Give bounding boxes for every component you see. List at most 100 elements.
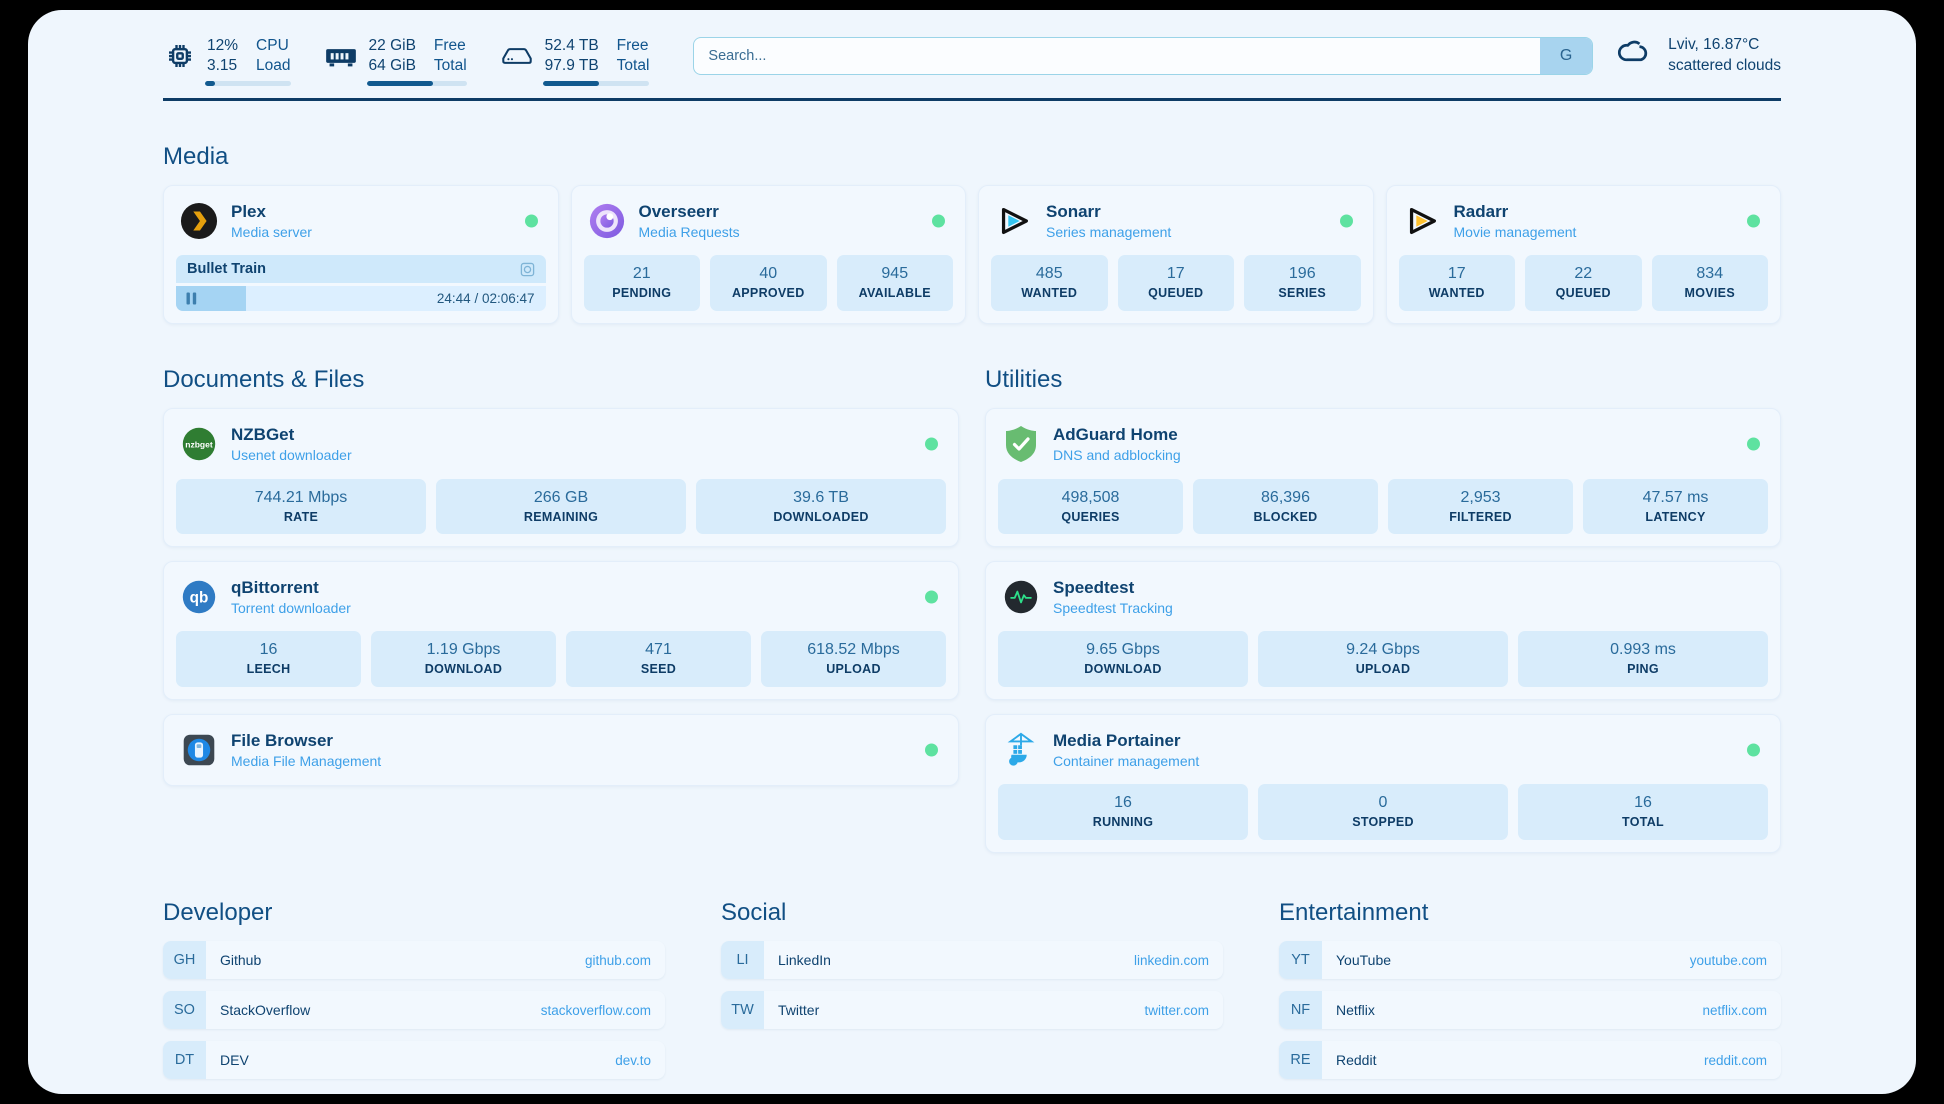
- now-playing-bar: Bullet Train: [176, 255, 546, 284]
- service-description: Series management: [1046, 224, 1172, 241]
- stat-item: 618.52 Mbps UPLOAD: [761, 631, 946, 688]
- service-card-overseerr[interactable]: Overseerr Media Requests 21 PENDING 40 A…: [570, 185, 966, 325]
- stats-row: 9.65 Gbps DOWNLOAD 9.24 Gbps UPLOAD 0.99…: [998, 631, 1768, 688]
- stats-row: 17 WANTED 22 QUEUED 834 MOVIES: [1398, 255, 1768, 311]
- stat-value: 17: [1447, 265, 1466, 283]
- stat-value: 0.993 ms: [1610, 641, 1676, 659]
- service-name: Sonarr: [1046, 202, 1101, 221]
- stat-value: 0: [1378, 794, 1388, 812]
- stat-label: QUERIES: [1061, 509, 1120, 524]
- stat-item: 39.6 TB DOWNLOADED: [696, 478, 946, 535]
- stat-value: 618.52 Mbps: [807, 641, 900, 659]
- bookmark-item-linkedin[interactable]: LI LinkedIn linkedin.com: [721, 941, 1223, 979]
- card-header: qb qBittorrent Torrent downloader: [176, 574, 946, 620]
- disk-total: 97.9 TB: [544, 57, 599, 74]
- cpu-percent: 12%: [207, 36, 239, 54]
- lower-columns: Documents & Files nzbget NZBGet: [163, 324, 1781, 853]
- filebrowser-icon: [180, 731, 218, 769]
- bookmark-url: github.com: [584, 952, 651, 968]
- status-indicator: [925, 437, 938, 451]
- stat-label: DOWNLOAD: [1084, 662, 1162, 677]
- service-card-file-browser[interactable]: File Browser Media File Management: [163, 714, 959, 787]
- service-name: AdGuard Home: [1053, 425, 1178, 445]
- media-card-grid: Plex Media server Bullet Train: [163, 185, 1781, 325]
- memory-label-top: Free: [433, 36, 466, 54]
- stat-value: 17: [1166, 265, 1185, 283]
- stats-row: 21 PENDING 40 APPROVED 945 AVAILABLE: [583, 255, 953, 311]
- service-name: Plex: [231, 202, 266, 221]
- cast-icon[interactable]: [520, 262, 535, 277]
- bookmark-item-dev[interactable]: DT DEV dev.to: [163, 1041, 665, 1079]
- section-title-documents: Documents & Files: [163, 366, 365, 394]
- stat-value: 47.57 ms: [1642, 488, 1709, 506]
- service-description: Torrent downloader: [231, 600, 351, 617]
- status-indicator: [524, 214, 538, 228]
- bookmark-item-github[interactable]: GH Github github.com: [163, 941, 665, 979]
- card-header: Media Portainer Container management: [998, 727, 1768, 773]
- plex-icon: [180, 202, 218, 240]
- header-divider: [163, 98, 1781, 101]
- search-box[interactable]: G: [693, 37, 1594, 75]
- weather-location-temp: Lviv, 16.87°C: [1668, 36, 1760, 54]
- bookmark-url: stackoverflow.com: [540, 1002, 651, 1018]
- bookmark-name: Github: [220, 952, 262, 968]
- service-name: File Browser: [231, 731, 334, 751]
- service-card-speedtest[interactable]: Speedtest Speedtest Tracking 9.65 Gbps D…: [985, 561, 1781, 701]
- bookmark-item-stackoverflow[interactable]: SO StackOverflow stackoverflow.com: [163, 991, 665, 1029]
- bookmark-item-youtube[interactable]: YT YouTube youtube.com: [1279, 941, 1781, 979]
- bookmark-item-twitter[interactable]: TW Twitter twitter.com: [721, 991, 1223, 1029]
- service-name: NZBGet: [231, 425, 295, 445]
- cpu-label-bottom: Load: [256, 57, 291, 74]
- cpu-widget[interactable]: 12% 3.15 CPU Load: [163, 36, 291, 87]
- card-header: Sonarr Series management: [991, 198, 1361, 244]
- stat-value: 945: [881, 265, 909, 283]
- ram-icon: [325, 40, 358, 73]
- disk-widget[interactable]: 52.4 TB 97.9 TB Free Total: [501, 36, 650, 87]
- stat-value: 471: [645, 641, 672, 659]
- stat-item: 196 SERIES: [1244, 255, 1361, 311]
- service-name: Radarr: [1453, 202, 1509, 221]
- bookmark-item-reddit[interactable]: RE Reddit reddit.com: [1279, 1041, 1781, 1079]
- service-card-adguard-home[interactable]: AdGuard Home DNS and adblocking 498,508 …: [985, 408, 1781, 548]
- card-header: Speedtest Speedtest Tracking: [998, 574, 1768, 620]
- service-card-qbittorrent[interactable]: qb qBittorrent Torrent downloader: [163, 561, 959, 701]
- stat-value: 40: [759, 265, 778, 283]
- search-engine-button[interactable]: G: [1540, 38, 1593, 74]
- playback-progress-bar[interactable]: 24:44 / 02:06:47: [176, 286, 546, 312]
- stat-value: 86,396: [1261, 488, 1310, 506]
- stat-item: 9.65 Gbps DOWNLOAD: [998, 631, 1248, 688]
- bookmark-url: dev.to: [615, 1052, 651, 1068]
- stat-label: QUEUED: [1555, 286, 1611, 301]
- stats-row: 16 RUNNING 0 STOPPED 16 TOTAL: [998, 784, 1768, 840]
- stat-item: 16 LEECH: [176, 631, 361, 688]
- search-input[interactable]: [694, 38, 1541, 74]
- pause-icon[interactable]: [186, 292, 197, 305]
- stats-row: 744.21 Mbps RATE 266 GB REMAINING 39.6 T…: [176, 478, 946, 535]
- stat-value: 16: [259, 641, 278, 659]
- service-card-nzbget[interactable]: nzbget NZBGet Usenet downloader 74: [163, 408, 959, 548]
- service-card-plex[interactable]: Plex Media server Bullet Train: [163, 185, 559, 325]
- bookmark-name: StackOverflow: [220, 1002, 311, 1018]
- service-card-media-portainer[interactable]: Media Portainer Container management 16 …: [985, 714, 1781, 853]
- memory-usage-bar: [366, 81, 467, 87]
- stats-row: 16 LEECH 1.19 Gbps DOWNLOAD 471 SEED: [176, 631, 946, 688]
- status-indicator: [925, 743, 938, 757]
- service-card-sonarr[interactable]: Sonarr Series management 485 WANTED 17 Q…: [978, 185, 1374, 325]
- radarr-icon: [1403, 202, 1441, 240]
- top-bar: 12% 3.15 CPU Load: [163, 10, 1781, 87]
- stat-value: 485: [1035, 265, 1063, 283]
- search-area: G: [693, 37, 1594, 75]
- memory-widget[interactable]: 22 GiB 64 GiB Free Total: [325, 36, 467, 87]
- service-name: qBittorrent: [231, 578, 319, 598]
- stat-item: 17 WANTED: [1398, 255, 1515, 311]
- stat-value: 9.65 Gbps: [1086, 641, 1160, 659]
- cpu-usage-bar: [205, 81, 291, 87]
- service-description: Usenet downloader: [231, 447, 352, 464]
- stat-item: 0.993 ms PING: [1518, 631, 1768, 688]
- service-card-radarr[interactable]: Radarr Movie management 17 WANTED 22 QUE…: [1385, 185, 1781, 325]
- bookmark-item-netflix[interactable]: NF Netflix netflix.com: [1279, 991, 1781, 1029]
- stat-label: LATENCY: [1645, 509, 1706, 524]
- card-header: Overseerr Media Requests: [584, 198, 954, 244]
- now-playing-title: Bullet Train: [187, 261, 266, 278]
- documents-column: Documents & Files nzbget NZBGet: [163, 324, 959, 853]
